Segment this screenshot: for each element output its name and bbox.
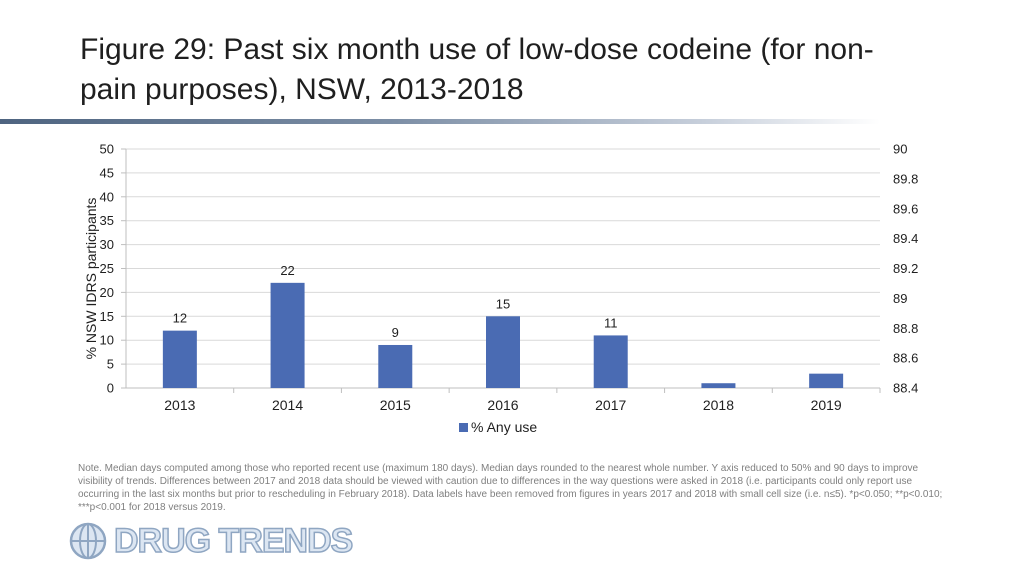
globe-logo-icon <box>69 522 107 560</box>
x-tick-label: 2014 <box>272 397 303 413</box>
title-line-1: Figure 29: Past six month use of low-dos… <box>80 33 874 66</box>
footnote: Note. Median days computed among those w… <box>78 463 943 513</box>
y-tick-label: 30 <box>100 237 114 252</box>
x-tick-label: 2013 <box>164 397 195 413</box>
x-tick-label: 2017 <box>595 397 626 413</box>
y2-tick-label: 88.6 <box>893 351 918 366</box>
title-divider <box>0 119 880 124</box>
legend-label: % Any use <box>471 419 537 435</box>
y2-tick-label: 88.8 <box>893 321 918 336</box>
bar <box>809 373 844 388</box>
y-tick-label: 40 <box>100 189 114 204</box>
bar <box>378 344 413 388</box>
bar <box>162 330 197 388</box>
y2-tick-label: 89.4 <box>893 231 918 246</box>
x-tick-label: 2016 <box>487 397 518 413</box>
data-label: 22 <box>280 263 294 278</box>
x-tick-label: 2018 <box>703 397 734 413</box>
y-axis-title: % NSW IDRS participants <box>83 198 99 360</box>
y2-tick-label: 89.8 <box>893 171 918 186</box>
legend-swatch <box>459 423 468 432</box>
logo-text: DRUG TRENDS <box>113 521 354 561</box>
y2-tick-label: 88.4 <box>893 381 918 396</box>
y-tick-label: 5 <box>107 357 114 372</box>
x-tick-label: 2015 <box>380 397 411 413</box>
bar <box>593 335 628 388</box>
bar <box>701 383 736 388</box>
y2-tick-label: 89.6 <box>893 201 918 216</box>
y-tick-label: 20 <box>100 285 114 300</box>
bar <box>270 282 305 388</box>
y-tick-label: 50 <box>100 142 114 157</box>
title-line-2: pain purposes), NSW, 2013-2018 <box>80 73 524 106</box>
data-label: 11 <box>604 315 618 330</box>
x-tick-label: 2019 <box>811 397 842 413</box>
y-tick-label: 25 <box>100 261 114 276</box>
y2-tick-label: 90 <box>893 142 907 157</box>
y2-tick-label: 89 <box>893 291 907 306</box>
y-tick-label: 45 <box>100 165 114 180</box>
data-label: 9 <box>392 325 399 340</box>
drug-trends-logo: DRUG TRENDS <box>68 520 354 562</box>
bar-chart: 0 5 10 15 20 25 30 35 40 45 50 88.4 88.6 88.8 89 89.2 89… <box>83 142 918 436</box>
y-tick-label: 0 <box>107 381 114 396</box>
y-tick-label: 15 <box>100 309 114 324</box>
data-label: 12 <box>173 311 187 326</box>
y-tick-label: 10 <box>100 333 114 348</box>
y2-tick-label: 89.2 <box>893 261 918 276</box>
y-tick-label: 35 <box>100 213 114 228</box>
data-label: 15 <box>496 296 510 311</box>
slide-title: Figure 29: Past six month use of low-dos… <box>80 30 960 110</box>
bar <box>486 316 520 388</box>
